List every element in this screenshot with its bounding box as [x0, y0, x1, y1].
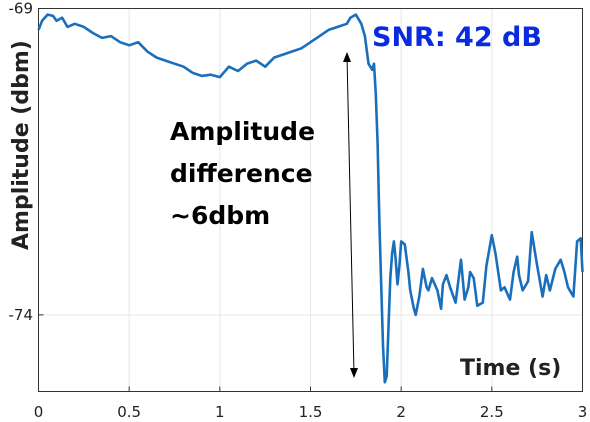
x-tick-label: 3 — [578, 403, 588, 421]
y-tick-label: -74 — [9, 306, 34, 324]
y-axis: -69 -74 — [9, 0, 44, 324]
x-axis: 0 0.5 1 1.5 2 2.5 3 — [34, 386, 588, 421]
x-tick-label: 2.5 — [480, 403, 504, 421]
x-tick-label: 0 — [34, 403, 44, 421]
difference-annotation-line-1: Amplitude — [170, 117, 315, 146]
x-tick-label: 2 — [396, 403, 406, 421]
x-tick-label: 1 — [215, 403, 225, 421]
snr-annotation: SNR: 42 dB — [372, 22, 542, 53]
x-axis-title: Time (s) — [460, 356, 561, 381]
amplitude-series-line — [37, 13, 584, 384]
double-arrow-annotation — [343, 52, 358, 378]
y-tick-label: -69 — [9, 0, 34, 18]
difference-annotation-line-3: ~6dbm — [170, 201, 270, 230]
grid-lines — [38, 8, 583, 392]
x-tick-label: 1.5 — [299, 403, 323, 421]
y-axis-title: Amplitude (dbm) — [9, 40, 34, 250]
x-tick-label: 0.5 — [117, 403, 141, 421]
difference-annotation-line-2: difference — [170, 159, 313, 188]
